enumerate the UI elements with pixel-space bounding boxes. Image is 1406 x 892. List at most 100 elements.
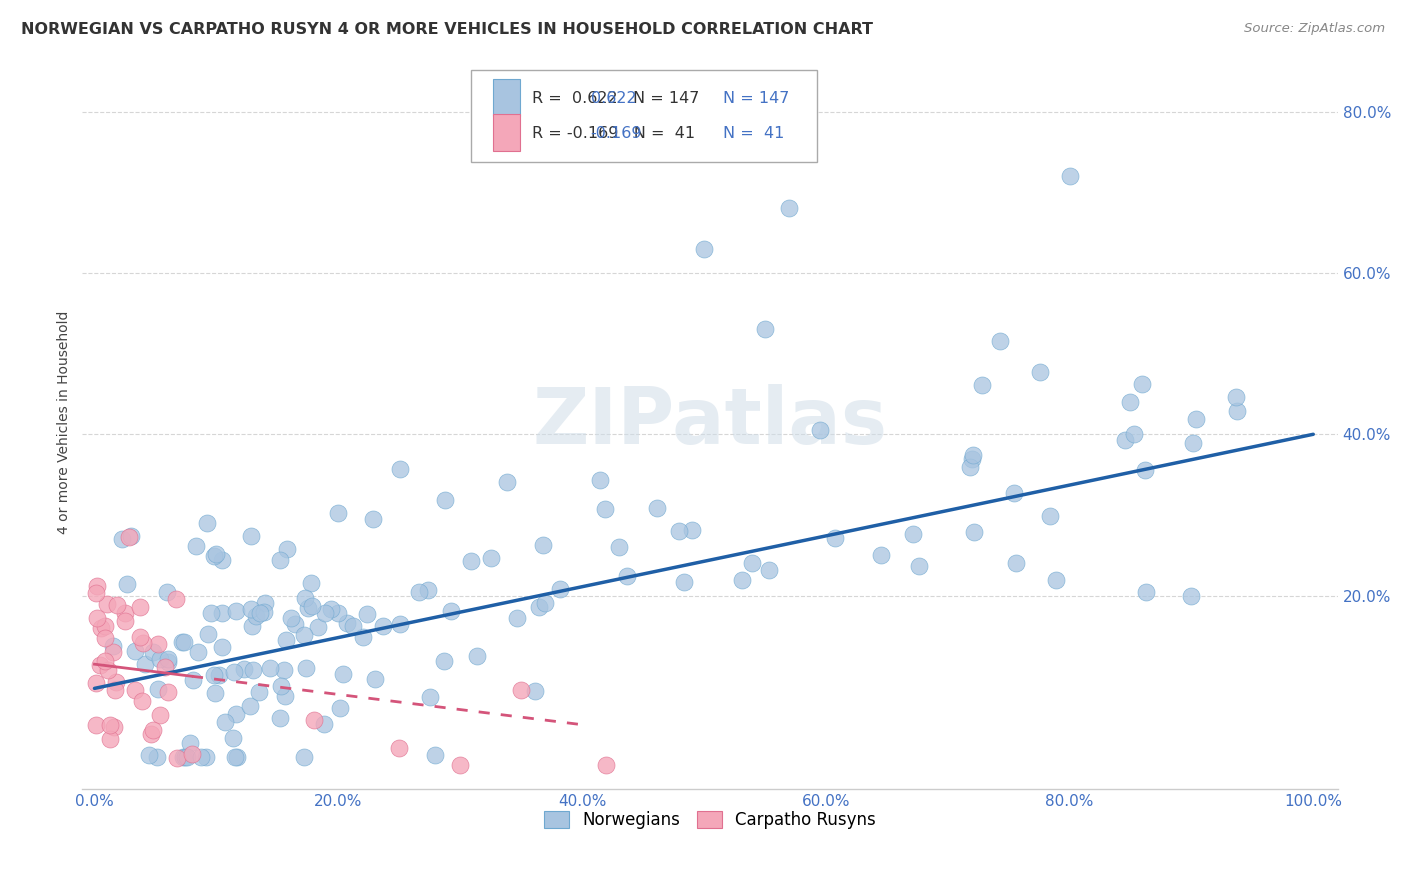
Text: Source: ZipAtlas.com: Source: ZipAtlas.com [1244,22,1385,36]
Point [534,596,557,610]
Point [146,637,169,651]
Point [111,532,134,546]
Point [225,707,247,722]
Point [440,604,463,618]
Bar [492,114,520,151]
Point [273,663,295,677]
Point [1002,485,1025,500]
Point [460,554,482,568]
Text: 0.622: 0.622 [591,91,637,106]
Point [294,661,316,675]
Point [142,723,165,737]
Point [142,645,165,659]
Point [1005,556,1028,570]
Point [962,448,984,462]
Point [388,740,411,755]
Point [247,685,270,699]
Point [297,601,319,615]
Point [593,502,616,516]
Point [1029,365,1052,379]
Point [200,607,222,621]
Point [211,606,233,620]
Bar [492,79,520,116]
Point [249,607,271,621]
Point [176,750,198,764]
Point [616,569,638,583]
Point [1039,508,1062,523]
Point [128,600,150,615]
Point [211,553,233,567]
Point [1122,426,1144,441]
Point [98,717,121,731]
Point [165,592,187,607]
Point [103,720,125,734]
Point [242,663,264,677]
Point [208,668,231,682]
Point [204,686,226,700]
Point [114,614,136,628]
Point [294,591,316,605]
Point [433,654,456,668]
Point [548,582,571,596]
Point [105,675,128,690]
Legend: Norwegians, Carpatho Rusyns: Norwegians, Carpatho Rusyns [537,805,883,836]
Point [233,662,256,676]
Point [449,758,471,772]
Text: -0.169: -0.169 [591,126,643,141]
Point [1130,377,1153,392]
Point [364,672,387,686]
Point [988,334,1011,349]
Point [314,606,336,620]
Point [238,698,260,713]
Point [202,549,225,563]
Point [328,606,350,620]
Point [157,655,180,669]
Point [371,619,394,633]
Text: N = 147: N = 147 [723,91,789,106]
Point [778,202,800,216]
Point [1133,463,1156,477]
Point [959,460,981,475]
Point [149,707,172,722]
Point [104,683,127,698]
Point [280,610,302,624]
Text: N =  41: N = 41 [723,126,785,141]
Point [274,689,297,703]
Point [197,627,219,641]
Point [202,668,225,682]
Point [741,556,763,570]
Point [731,573,754,587]
Point [96,597,118,611]
Point [389,462,412,476]
Point [211,640,233,654]
Point [117,577,139,591]
Point [90,621,112,635]
Point [1114,433,1136,447]
Point [336,616,359,631]
Point [510,683,533,698]
Point [307,619,329,633]
Y-axis label: 4 or more Vehicles in Household: 4 or more Vehicles in Household [58,310,72,534]
Point [94,654,117,668]
Point [418,583,440,598]
Point [356,607,378,621]
Point [527,600,550,615]
Point [1225,390,1247,404]
Point [758,564,780,578]
Point [269,711,291,725]
Text: R = -0.169   N =  41: R = -0.169 N = 41 [531,126,695,141]
Point [97,663,120,677]
Point [224,750,246,764]
Point [329,701,352,715]
Point [156,652,179,666]
Point [179,736,201,750]
Point [114,606,136,620]
Point [645,500,668,515]
Point [479,551,502,566]
Point [589,473,612,487]
Point [607,540,630,554]
Point [754,322,776,336]
Point [1184,412,1206,426]
Point [960,452,983,467]
Point [101,645,124,659]
